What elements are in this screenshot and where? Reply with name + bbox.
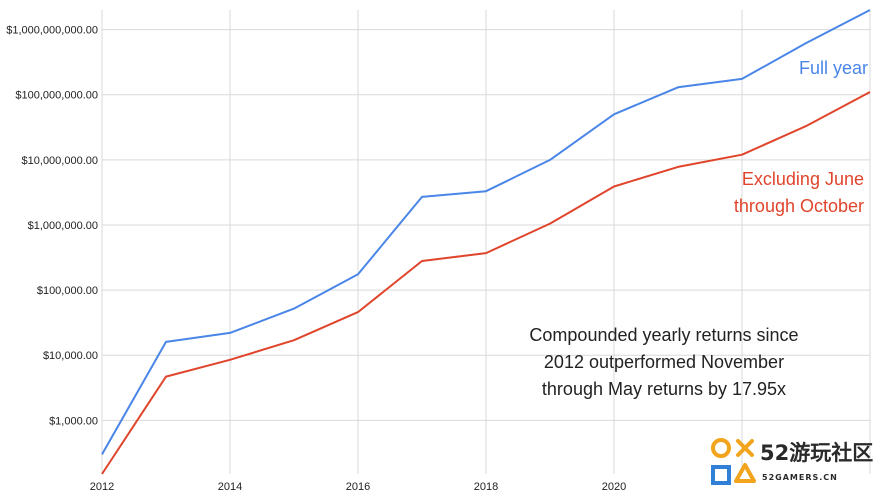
series-line-1 — [101, 9, 871, 455]
watermark-subtext: 52GAMERS.CN — [762, 473, 838, 482]
chart-annotation: Compounded yearly returns since 2012 out… — [478, 322, 850, 403]
y-tick-label: $10,000.00 — [43, 350, 98, 362]
y-tick-label: $1,000.00 — [49, 415, 98, 427]
y-tick-label: $1,000,000,000.00 — [6, 25, 98, 37]
annotation-line: Compounded yearly returns since — [529, 325, 799, 345]
series-label: through October — [734, 196, 864, 216]
series-label: Full year — [799, 58, 868, 78]
annotation-line: through May returns by 17.95x — [541, 379, 787, 399]
gamepad-symbols-icon — [711, 438, 756, 485]
x-tick-label: 2020 — [602, 481, 626, 493]
y-tick-label: $10,000,000.00 — [22, 155, 98, 167]
annotation-line: 2012 outperformed November — [543, 352, 785, 372]
x-tick-label: 2018 — [474, 481, 498, 493]
x-tick-label: 2016 — [346, 481, 370, 493]
y-tick-label: $100,000,000.00 — [15, 90, 98, 102]
x-tick-label: 2012 — [90, 481, 114, 493]
watermark-logo: 52游玩社区 52GAMERS.CN — [708, 434, 884, 492]
watermark-text: 52游玩社区 — [760, 441, 874, 465]
series-label: Excluding June — [742, 169, 864, 189]
x-tick-label: 2014 — [218, 481, 242, 493]
y-tick-label: $100,000.00 — [37, 285, 98, 297]
series-line-2 — [101, 91, 871, 475]
y-tick-label: $1,000,000.00 — [28, 220, 98, 232]
